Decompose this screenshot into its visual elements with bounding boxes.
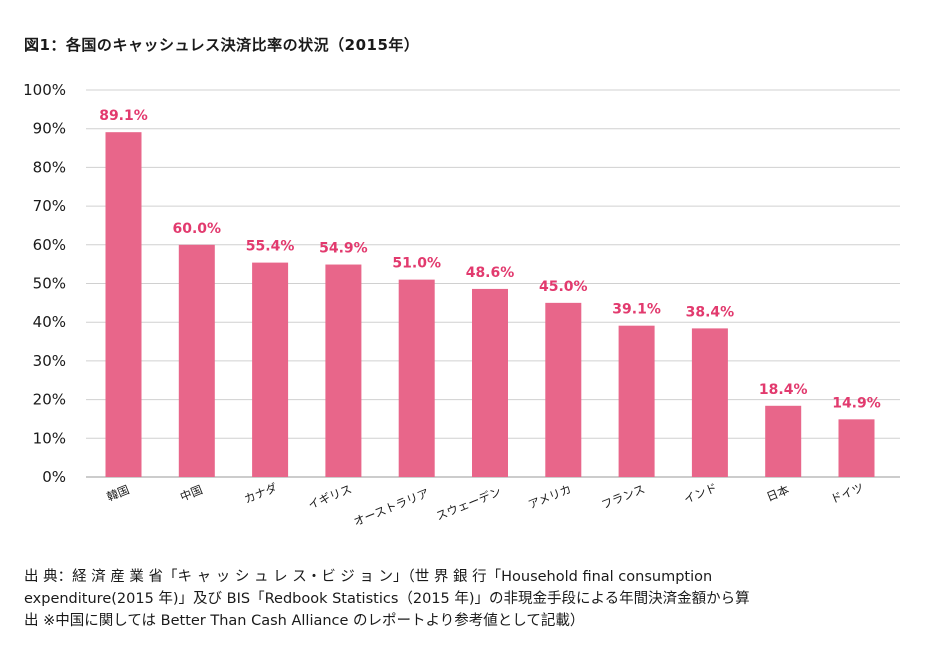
y-tick-label: 50%: [33, 275, 66, 293]
x-tick-label: フランス: [599, 482, 647, 512]
x-tick-label: インド: [682, 480, 719, 506]
x-tick-label: 日本: [764, 482, 791, 504]
source-note: 出 典：経 済 産 業 省「キ ャ ッ シ ュ レ ス・ビ ジ ョ ン」（世 界…: [24, 566, 929, 632]
bar: [105, 132, 142, 478]
source-line-1: 出 典：経 済 産 業 省「キ ャ ッ シ ュ レ ス・ビ ジ ョ ン」（世 界…: [24, 569, 713, 585]
data-label: 38.4%: [686, 304, 735, 320]
x-tick-label: カナダ: [242, 480, 280, 506]
y-tick-label: 70%: [33, 197, 66, 215]
data-label: 18.4%: [759, 382, 808, 398]
data-label: 45.0%: [539, 279, 588, 295]
data-label: 89.1%: [99, 108, 148, 124]
bar: [325, 264, 362, 477]
data-label: 39.1%: [612, 302, 661, 318]
x-tick-label: イギリス: [306, 482, 354, 512]
bar: [618, 325, 655, 477]
data-label: 55.4%: [246, 239, 295, 255]
y-tick-label: 20%: [33, 391, 66, 409]
y-tick-label: 0%: [42, 468, 66, 486]
y-tick-label: 60%: [33, 236, 66, 254]
y-tick-label: 10%: [33, 429, 66, 447]
x-tick-label: オーストラリア: [352, 486, 431, 529]
bar: [765, 405, 802, 477]
data-label: 51.0%: [392, 256, 441, 272]
y-tick-label: 40%: [33, 313, 66, 331]
y-tick-label: 80%: [33, 158, 66, 176]
x-tick-label: スウェーデン: [434, 484, 503, 523]
data-label: 48.6%: [466, 265, 515, 281]
x-tick-label: 中国: [178, 482, 205, 504]
bar-chart: 0% 10% 20% 30% 40% 50% 60% 70% 80% 90% 100% 89.1% 韓国…: [23, 81, 900, 529]
bar: [838, 419, 875, 477]
x-tick-label: ドイツ: [828, 480, 865, 506]
y-tick-label: 90%: [33, 120, 66, 138]
y-tick-label: 30%: [33, 352, 66, 370]
bar: [252, 262, 289, 477]
x-tick-label: 韓国: [105, 482, 132, 504]
bar: [398, 279, 435, 477]
chart-title: 図1：各国のキャッシュレス決済比率の状況（2015年）: [24, 36, 420, 54]
y-tick-label: 100%: [23, 81, 66, 99]
data-label: 14.9%: [832, 395, 881, 411]
bar: [178, 244, 215, 477]
bar: [691, 328, 728, 477]
x-tick-label: アメリカ: [526, 482, 573, 512]
data-label: 60.0%: [173, 221, 222, 237]
data-label: 54.9%: [319, 241, 368, 257]
bar: [545, 302, 582, 477]
source-line-3: 出 ※中国に関しては Better Than Cash Alliance のレポ…: [24, 613, 585, 629]
bar: [472, 288, 508, 477]
source-line-2: expenditure(2015 年)」及び BIS「Redbook Stati…: [24, 591, 750, 607]
